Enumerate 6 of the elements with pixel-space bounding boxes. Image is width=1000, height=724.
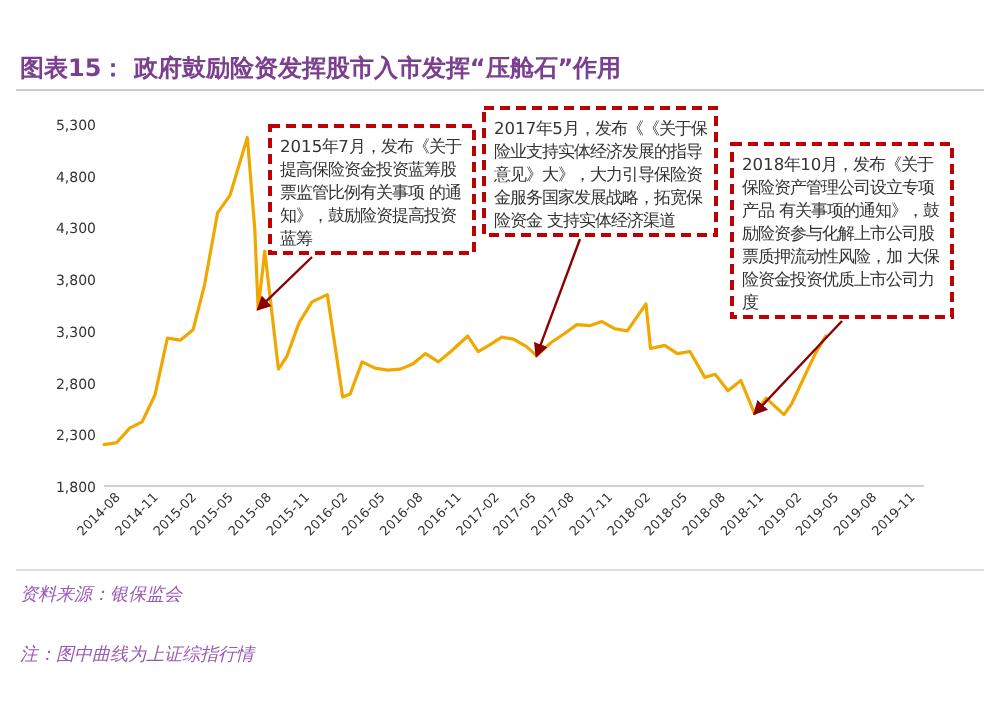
text: 资料来源：银保监会 <box>20 584 184 606</box>
chart-title: 图表15： 政府鼓励险资发挥股市入市发挥“压舱石”作用 <box>20 54 622 82</box>
annotation: 2018年10月，发布《关于保险资产管理公司设立专项产品 有关事项的通知》，鼓励险资参与化解上市公司股票质押流动性风险，加 大保险资金投资优质上市公司力度 <box>742 154 940 312</box>
annotation: 2017年5月，发布《《关于保险业支持实体经济发展的指导意见》大》，大力引导保险资金服务国家发展战略，拓宽保险资金 支持实体经济渠道 <box>492 118 707 230</box>
annotation: 2015年7月，发布《关于提高保险资金投资蓝筹股票监管比例有关事项 的通知》，鼓励险资提高投资蓝筹 <box>280 136 462 248</box>
text: 注：图中曲线为上证综指行情 <box>20 644 256 666</box>
